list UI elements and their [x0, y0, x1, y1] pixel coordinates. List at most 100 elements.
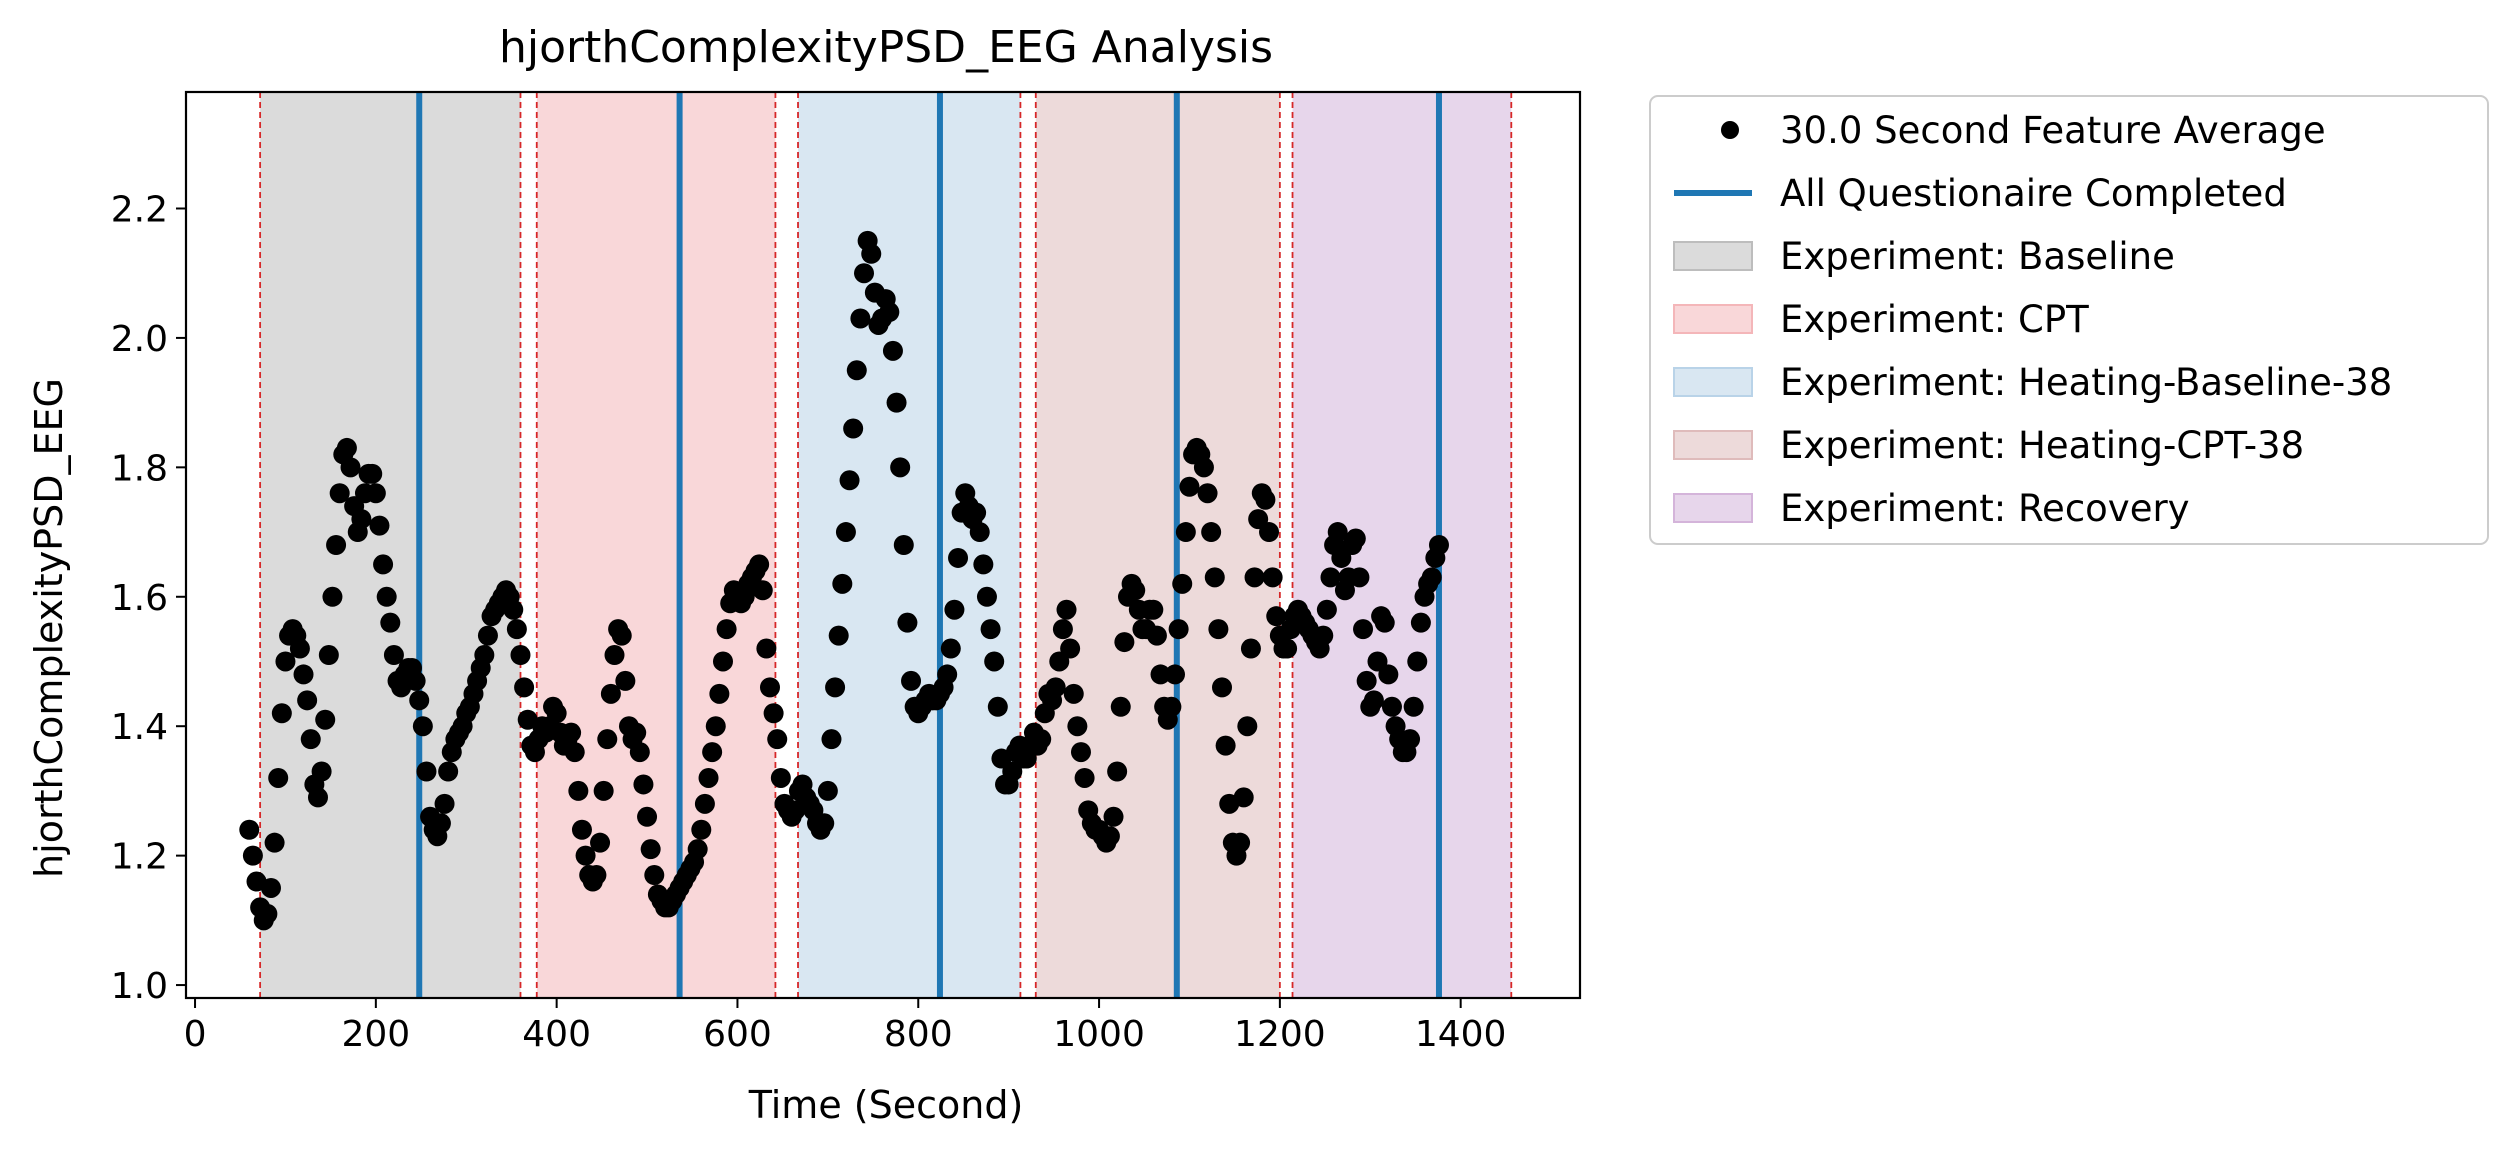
data-point	[242, 845, 263, 866]
data-point	[1400, 729, 1421, 750]
data-point	[546, 703, 567, 724]
data-point	[1103, 806, 1124, 827]
data-point	[383, 645, 404, 666]
data-point	[1074, 767, 1095, 788]
y-axis-label: hjorthComplexityPSD_EEG	[27, 378, 71, 878]
x-tick-label: 1000	[1053, 1014, 1145, 1055]
data-point	[940, 638, 961, 659]
data-point	[1363, 690, 1384, 711]
data-point	[756, 638, 777, 659]
legend-label: Experiment: Baseline	[1780, 235, 2175, 278]
points-layer	[239, 230, 1449, 931]
data-point	[716, 619, 737, 640]
data-point	[590, 832, 611, 853]
data-point	[1107, 761, 1128, 782]
legend-entry: Experiment: CPT	[1673, 298, 2089, 341]
data-point	[1356, 670, 1377, 691]
data-point	[365, 483, 386, 504]
data-point	[763, 703, 784, 724]
data-point	[1327, 522, 1348, 543]
data-point	[514, 677, 535, 698]
legend-entry: All Questionaire Completed	[1674, 172, 2287, 215]
data-point	[1031, 729, 1052, 750]
data-point	[629, 742, 650, 763]
data-point	[944, 599, 965, 620]
data-point	[821, 729, 842, 750]
data-point	[1067, 716, 1088, 737]
data-point	[976, 586, 997, 607]
data-point	[1056, 599, 1077, 620]
data-point	[1244, 567, 1265, 588]
legend-entry: Experiment: Baseline	[1673, 235, 2175, 278]
data-point	[1353, 619, 1374, 640]
boundary-layer	[259, 92, 1513, 998]
data-point	[752, 580, 773, 601]
data-point	[1179, 476, 1200, 497]
data-point	[1197, 483, 1218, 504]
data-point	[691, 819, 712, 840]
legend-label: All Questionaire Completed	[1780, 172, 2287, 215]
data-point	[698, 767, 719, 788]
data-point	[705, 716, 726, 737]
data-point	[1345, 528, 1366, 549]
legend-marker-patch	[1673, 493, 1753, 523]
legend: 30.0 Second Feature Average All Questiona…	[1649, 95, 2489, 545]
data-point	[814, 813, 835, 834]
data-point	[477, 625, 498, 646]
data-point	[828, 625, 849, 646]
data-point	[362, 463, 383, 484]
data-point	[1052, 619, 1073, 640]
data-point	[1208, 619, 1229, 640]
data-point	[336, 437, 357, 458]
data-point	[239, 819, 260, 840]
data-point	[1150, 664, 1171, 685]
data-point	[351, 509, 372, 530]
data-point	[322, 586, 343, 607]
data-point	[825, 677, 846, 698]
data-point	[770, 767, 791, 788]
chart-title: hjorthComplexityPSD_EEG Analysis	[499, 22, 1273, 73]
data-point	[438, 761, 459, 782]
data-point	[882, 340, 903, 361]
data-point	[1407, 651, 1428, 672]
data-point	[1143, 599, 1164, 620]
data-point	[1233, 787, 1254, 808]
data-point	[326, 535, 347, 555]
data-point	[861, 243, 882, 264]
data-point	[886, 392, 907, 413]
data-point	[850, 308, 871, 329]
data-point	[593, 780, 614, 801]
data-point	[311, 761, 332, 782]
y-tick-label: 1.2	[111, 837, 168, 878]
data-point	[1266, 606, 1287, 627]
data-point	[854, 263, 875, 284]
legend-label: Experiment: Heating-Baseline-38	[1780, 361, 2392, 404]
data-point	[1230, 832, 1251, 853]
data-point	[571, 819, 592, 840]
y-tick-label: 2.0	[111, 319, 168, 360]
data-point	[257, 903, 278, 924]
x-axis-label: Time (Second)	[748, 1083, 1024, 1127]
data-point	[1410, 612, 1431, 633]
data-point	[1161, 696, 1182, 717]
data-point	[1421, 567, 1442, 588]
data-point	[937, 664, 958, 685]
data-point	[405, 670, 426, 691]
data-point	[879, 302, 900, 323]
data-point	[1262, 567, 1283, 588]
data-point	[510, 645, 531, 666]
data-point	[564, 742, 585, 763]
legend-entry: 30.0 Second Feature Average	[1721, 109, 2326, 152]
region-cpt	[536, 92, 776, 998]
data-point	[1099, 826, 1120, 847]
data-point	[984, 651, 1005, 672]
data-point	[380, 612, 401, 633]
legend-marker-dot	[1721, 121, 1739, 139]
data-point	[1168, 619, 1189, 640]
data-point	[1070, 742, 1091, 763]
data-point	[1240, 638, 1261, 659]
data-point	[264, 832, 285, 853]
regions-layer	[260, 92, 1512, 998]
data-point	[1374, 612, 1395, 633]
